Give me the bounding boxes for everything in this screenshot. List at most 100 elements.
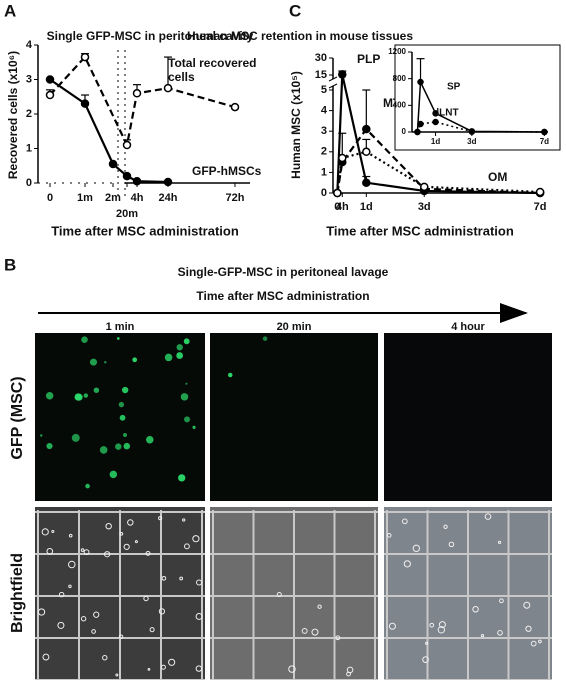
bright-cell [179, 576, 184, 581]
bright-cell [276, 591, 282, 598]
gfp-cell [146, 435, 154, 444]
bright-cell [437, 626, 446, 634]
bright-cell [497, 630, 503, 636]
bright-cell [37, 608, 46, 616]
chart-title: Single GFP-MSC in peritoneal cavity [47, 29, 254, 43]
bright-cell [195, 612, 203, 620]
y-tick-label: 15 [315, 69, 327, 81]
gfp-cell [132, 357, 138, 363]
data-point [122, 140, 132, 150]
gfp-image [210, 333, 378, 501]
x-tick-label: 0 [334, 201, 340, 213]
bright-cell [149, 627, 155, 633]
bright-cell [68, 560, 76, 569]
bright-cell [386, 533, 392, 538]
bright-cell [402, 518, 408, 525]
series-line [336, 150, 541, 194]
data-point [122, 171, 132, 181]
bright-cell [80, 616, 87, 622]
bright-cell [412, 544, 420, 553]
data-point [414, 128, 421, 136]
y-tick-label: 0 [321, 187, 327, 199]
x-tick-label: 1d [431, 137, 440, 146]
bright-cell [119, 531, 124, 536]
bright-cell [195, 665, 203, 672]
y-tick-label: 2 [26, 108, 32, 120]
gfp-cell [46, 442, 53, 450]
bright-cell [525, 625, 532, 632]
bright-cell [118, 634, 124, 639]
bright-cell [68, 584, 72, 589]
gfp-cell [262, 336, 268, 341]
data-point [432, 118, 439, 126]
bright-cell [51, 530, 55, 534]
x-tick-label: 7d [540, 137, 549, 146]
bright-cell [147, 667, 151, 671]
data-point [80, 99, 90, 108]
gfp-cell [164, 353, 173, 362]
y-tick-label: 0 [26, 177, 32, 189]
bright-cell [105, 522, 112, 530]
series-label: dLNT [433, 108, 459, 119]
y-axis-label: Recovered cells (x10⁶) [6, 51, 20, 179]
data-point [419, 182, 429, 192]
bright-cell [192, 535, 200, 543]
gfp-cell [228, 372, 233, 378]
x-tick-label: 2m [105, 192, 121, 204]
bright-cell [158, 516, 163, 521]
data-point [132, 177, 142, 186]
gfp-cell [116, 337, 120, 340]
gfp-cell [115, 443, 122, 450]
data-point [163, 177, 173, 187]
gfp-cell [93, 387, 100, 393]
bright-cell [288, 665, 296, 673]
row-label: Brightfield [9, 553, 26, 633]
bright-cell [182, 518, 186, 522]
bright-cell [497, 540, 502, 544]
x-tick-label: 3d [418, 201, 431, 213]
panel-title: Single-GFP-MSC in peritoneal lavage [178, 265, 389, 279]
series-label: OM [488, 170, 507, 184]
panel-label: C [289, 1, 301, 20]
bright-cell [58, 591, 65, 598]
bright-cell [143, 595, 149, 602]
bright-cell [57, 621, 65, 629]
gfp-cell [176, 352, 184, 359]
bright-cell [158, 608, 166, 615]
bright-cell [104, 551, 111, 558]
bright-cell [42, 653, 50, 661]
panel-label: A [4, 1, 16, 20]
gfp-cell [74, 393, 82, 401]
x-axis-label: Time after MSC administration [51, 223, 239, 238]
bright-cell [102, 654, 108, 661]
data-point [468, 128, 476, 135]
data-point [338, 70, 347, 79]
gfp-cell [45, 392, 54, 400]
gfp-cell [192, 425, 196, 429]
gfp-cell [176, 344, 183, 351]
bright-cell [145, 550, 151, 556]
bright-cell [403, 560, 411, 568]
bright-cell [160, 664, 166, 670]
x-tick-label: 72h [226, 192, 245, 204]
gfp-cell [185, 382, 188, 385]
x-tick-label: 1m [77, 192, 93, 204]
data-point [338, 153, 347, 163]
x-tick-label: 3d [467, 137, 476, 146]
y-tick-label: 5 [321, 84, 327, 96]
data-point [362, 124, 371, 134]
y-tick-label: 4 [26, 39, 33, 51]
column-label: 4 hour [451, 321, 485, 333]
data-point [541, 128, 548, 136]
y-tick-label: 1 [321, 166, 327, 178]
micrographs [35, 333, 552, 680]
gfp-cell [85, 483, 90, 489]
series-line [49, 55, 236, 149]
axis-break [328, 83, 338, 89]
bright-cell [123, 543, 130, 550]
gfp-cell [119, 414, 126, 421]
bright-cell [422, 656, 429, 663]
bright-cell [472, 606, 479, 613]
series-label-text: Total recovered cells [168, 56, 257, 84]
